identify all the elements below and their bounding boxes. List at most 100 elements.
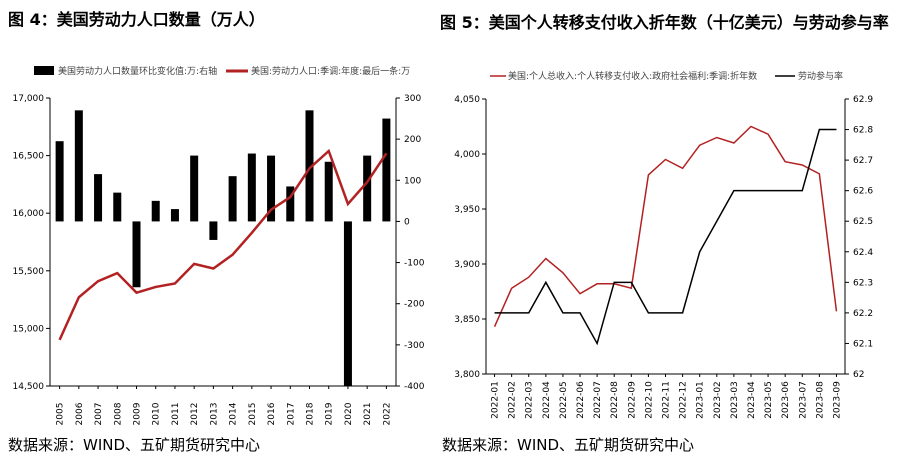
x-tick-label: 2018 (306, 402, 316, 425)
x-tick-label: 2014 (229, 402, 239, 425)
bar (324, 161, 333, 222)
x-tick-label: 2023-07 (798, 381, 808, 419)
bar (305, 110, 314, 222)
x-tick-label: 2022-03 (525, 381, 535, 419)
right-y-tick-label: -300 (404, 341, 425, 351)
x-tick-label: 2022-08 (610, 381, 620, 419)
left-y-tick-label: 16,000 (13, 209, 45, 219)
x-tick-label: 2016 (267, 402, 277, 425)
bar (170, 209, 179, 222)
x-tick-label: 2005 (56, 403, 66, 426)
left-y-tick-label: 3,900 (454, 260, 480, 270)
legend-participation-label: 劳动参与率 (798, 70, 843, 82)
right-y-tick-label: 62.4 (853, 248, 873, 258)
x-tick-label: 2023-08 (815, 381, 825, 419)
x-tick-label: 2022 (382, 403, 392, 426)
right-y-tick-label: -200 (404, 300, 425, 310)
right-chart: 美国:个人总收入:个人转移支付收入:政府社会福利:季调:折年数 劳动参与率 4,05… (454, 70, 873, 419)
legend-welfare-label: 美国:个人总收入:个人转移支付收入:政府社会福利:季调:折年数 (508, 70, 757, 82)
x-tick-label: 2023-02 (713, 381, 723, 419)
right-y-tick-label: 62.5 (853, 217, 873, 227)
left-y-tick-label: 4,000 (454, 150, 480, 160)
right-y-tick-label: 62 (853, 370, 864, 380)
x-tick-label: 2011 (171, 403, 181, 426)
bar (247, 153, 256, 222)
right-y-tick-label: 62.9 (853, 95, 873, 105)
legend-line-label: 美国:劳动力人口:季调:年度:最后一条:万 (251, 65, 410, 77)
left-y-tick-label: 4,050 (454, 95, 480, 105)
x-tick-label: 2010 (152, 402, 162, 425)
legend-bar-label: 美国劳动力人口数量环比变化值:万:右轴 (58, 65, 217, 77)
x-tick-label: 2006 (75, 402, 85, 425)
x-tick-label: 2007 (94, 403, 104, 426)
bar (363, 155, 372, 222)
bar (74, 110, 83, 222)
x-tick-label: 2022-06 (576, 381, 586, 419)
bar (209, 221, 218, 240)
left-y-tick-label: 3,850 (454, 315, 480, 325)
left-y-tick-label: 3,950 (454, 205, 480, 215)
bar (94, 174, 103, 222)
x-tick-label: 2012 (190, 403, 200, 426)
bar (382, 118, 391, 222)
right-y-tick-label: 62.2 (853, 309, 873, 319)
x-tick-label: 2013 (209, 403, 219, 426)
left-y-tick-label: 16,500 (13, 152, 45, 162)
x-tick-label: 2022-04 (542, 381, 552, 419)
left-y-tick-label: 17,000 (13, 94, 45, 104)
right-y-tick-label: 62.6 (853, 187, 873, 197)
x-tick-label: 2009 (133, 402, 143, 425)
left-y-tick-label: 3,800 (454, 370, 480, 380)
bar (113, 192, 122, 222)
x-tick-label: 2023-03 (730, 381, 740, 419)
bar (267, 155, 276, 222)
right-chart-title: 图 5：美国个人转移支付收入折年数（十亿美元）与劳动参与率 (440, 13, 889, 32)
x-tick-label: 2022-11 (662, 381, 672, 419)
x-tick-label: 2022-01 (491, 381, 501, 419)
bar (151, 200, 160, 222)
x-tick-label: 2008 (113, 402, 123, 425)
legend-bar-swatch (34, 66, 54, 75)
bar (228, 176, 237, 222)
x-tick-label: 2017 (286, 403, 296, 426)
x-tick-label: 2015 (248, 403, 258, 426)
x-tick-label: 2022-10 (644, 381, 654, 419)
right-y-tick-label: -100 (404, 259, 425, 269)
bar (55, 141, 64, 222)
x-tick-label: 2023-01 (696, 381, 706, 419)
x-tick-label: 2020 (344, 402, 354, 425)
x-tick-label: 2022-07 (593, 381, 603, 419)
x-tick-label: 2023-06 (781, 381, 791, 419)
x-tick-label: 2023-05 (764, 381, 774, 419)
right-source-note: 数据来源：WIND、五矿期货研究中心 (442, 436, 695, 454)
left-chart: 美国劳动力人口数量环比变化值:万:右轴 美国:劳动力人口:季调:年度:最后一条:万… (13, 65, 425, 426)
right-y-tick-label: -400 (404, 382, 425, 392)
right-y-tick-label: 62.7 (853, 156, 873, 166)
bar (286, 186, 295, 222)
x-tick-label: 2023-04 (747, 381, 757, 419)
right-y-tick-label: 200 (404, 135, 421, 145)
right-y-tick-label: 62.3 (853, 278, 873, 288)
left-chart-title: 图 4：美国劳动力人口数量（万人） (8, 10, 265, 29)
left-y-tick-label: 14,500 (13, 382, 45, 392)
bar (190, 155, 199, 222)
left-y-tick-label: 15,500 (13, 267, 45, 277)
bar (343, 221, 352, 386)
line-series (58, 148, 388, 341)
right-y-tick-label: 62.1 (853, 339, 873, 349)
left-source-note: 数据来源：WIND、五矿期货研究中心 (8, 436, 261, 454)
participation-line (494, 128, 837, 346)
x-tick-label: 2022-02 (508, 381, 518, 419)
right-y-tick-label: 100 (404, 176, 421, 186)
x-tick-label: 2022-05 (559, 381, 569, 419)
welfare-line (493, 125, 838, 328)
right-y-tick-label: 62.8 (853, 126, 873, 136)
left-y-tick-label: 15,000 (13, 324, 45, 334)
x-tick-label: 2022-12 (679, 381, 689, 419)
x-tick-label: 2021 (363, 403, 373, 426)
x-tick-label: 2019 (325, 402, 335, 425)
right-y-tick-label: 0 (404, 217, 410, 227)
x-tick-label: 2023-09 (832, 381, 842, 419)
right-y-tick-label: 300 (404, 94, 421, 104)
x-tick-label: 2022-09 (627, 381, 637, 419)
